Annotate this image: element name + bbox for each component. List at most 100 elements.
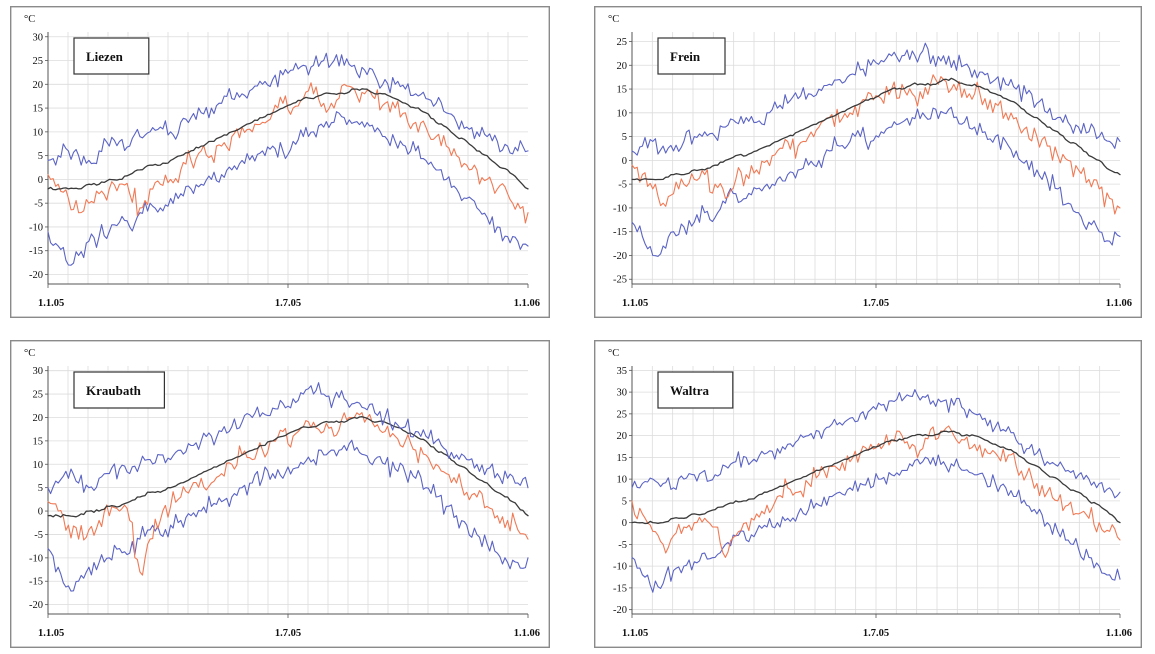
mean-series-line bbox=[631, 77, 1121, 182]
y-tick-label: -10 bbox=[29, 553, 43, 564]
upper-envelope-line bbox=[47, 52, 529, 166]
lower-envelope-line bbox=[47, 111, 529, 266]
y-tick-label: 10 bbox=[33, 127, 44, 138]
y-unit-label: °C bbox=[608, 348, 619, 359]
y-tick-label: -20 bbox=[613, 605, 627, 616]
y-tick-label: 0 bbox=[38, 507, 43, 518]
station-name-frein: Frein bbox=[670, 49, 701, 64]
lower-envelope-line bbox=[47, 439, 529, 592]
y-unit-label: °C bbox=[24, 348, 35, 359]
y-tick-label: -10 bbox=[613, 203, 627, 214]
y-tick-label: -5 bbox=[34, 199, 43, 210]
y-unit-label: °C bbox=[24, 14, 35, 25]
station-name-waltra: Waltra bbox=[670, 383, 709, 398]
y-tick-label: 0 bbox=[622, 518, 627, 529]
station-series-line bbox=[631, 74, 1121, 215]
upper-envelope-line bbox=[631, 42, 1121, 156]
station-series-line bbox=[47, 82, 529, 224]
x-tick-label: 1.1.05 bbox=[38, 628, 64, 639]
series-group bbox=[631, 389, 1121, 593]
x-tick-label: 1.1.05 bbox=[622, 298, 648, 309]
y-tick-label: 10 bbox=[617, 475, 628, 486]
y-tick-label: -20 bbox=[29, 270, 43, 281]
y-tick-label: 25 bbox=[33, 56, 44, 67]
y-tick-label: 30 bbox=[33, 32, 44, 43]
y-tick-label: 0 bbox=[622, 156, 627, 167]
y-tick-label: -25 bbox=[613, 275, 627, 286]
grid-vertical bbox=[67, 366, 509, 614]
y-tick-label: 15 bbox=[33, 436, 44, 447]
y-tick-label: -5 bbox=[34, 530, 43, 541]
station-label-box bbox=[657, 371, 734, 409]
x-tick-label: 1.1.06 bbox=[514, 628, 540, 639]
chart-panel-kraubath: 30 25 20 15 10 5 0 -5 -10 -15 -20 °C 1.1.05 1.7.05 1.1… bbox=[10, 340, 550, 648]
x-tick-label: 1.7.05 bbox=[275, 298, 301, 309]
y-tick-label: -10 bbox=[613, 562, 627, 573]
y-tick-label: -5 bbox=[618, 540, 627, 551]
x-tick-label: 1.7.05 bbox=[863, 628, 889, 639]
y-tick-label: -15 bbox=[29, 577, 43, 588]
y-tick-label: 5 bbox=[38, 151, 43, 162]
y-tick-label: 10 bbox=[617, 108, 628, 119]
chart-svg-frein: 25 20 15 10 5 0 -5 -10 -15 -20 -25 °C 1.1.05 1.7.05 1.… bbox=[594, 6, 1142, 318]
station-label-box bbox=[73, 371, 166, 409]
x-tick-label: 1.1.06 bbox=[1106, 628, 1132, 639]
station-label-box bbox=[657, 37, 726, 75]
chart-panel-frein: 25 20 15 10 5 0 -5 -10 -15 -20 -25 °C 1.1.05 1.7.05 1.… bbox=[594, 6, 1142, 318]
station-label-box bbox=[73, 37, 150, 75]
y-tick-label: 15 bbox=[617, 85, 628, 96]
grid-horizontal bbox=[48, 36, 528, 275]
station-name-kraubath: Kraubath bbox=[86, 383, 142, 398]
y-tick-label: 20 bbox=[33, 80, 44, 91]
x-tick-label: 1.7.05 bbox=[275, 628, 301, 639]
grid-vertical bbox=[67, 32, 509, 284]
grid-horizontal bbox=[48, 370, 528, 606]
mean-series-line bbox=[631, 430, 1121, 525]
lower-envelope-line bbox=[631, 106, 1121, 257]
grid-vertical bbox=[651, 366, 1101, 614]
chart-svg-kraubath: 30 25 20 15 10 5 0 -5 -10 -15 -20 °C 1.1.05 1.7.05 1.1… bbox=[10, 340, 550, 648]
y-tick-label: -5 bbox=[618, 180, 627, 191]
x-tick-label: 1.1.06 bbox=[1106, 298, 1132, 309]
y-tick-label: 5 bbox=[622, 496, 627, 507]
y-unit-label: °C bbox=[608, 14, 619, 25]
x-tick-label: 1.1.05 bbox=[622, 628, 648, 639]
y-tick-label: 20 bbox=[33, 413, 44, 424]
y-tick-label: 35 bbox=[617, 366, 628, 377]
station-name-liezen: Liezen bbox=[86, 49, 124, 64]
chart-panel-liezen: 30 25 20 15 10 5 0 -5 -10 -15 -20 °C 1.1.05 1.7.05 1.1… bbox=[10, 6, 550, 318]
y-tick-label: -20 bbox=[29, 600, 43, 611]
y-tick-label: 25 bbox=[617, 409, 628, 420]
y-tick-label: 20 bbox=[617, 431, 628, 442]
x-tick-label: 1.1.06 bbox=[514, 298, 540, 309]
y-tick-label: -15 bbox=[613, 583, 627, 594]
lower-envelope-line bbox=[631, 454, 1121, 593]
grid-horizontal bbox=[632, 41, 1120, 280]
y-tick-label: 20 bbox=[617, 61, 628, 72]
y-tick-label: 30 bbox=[617, 388, 628, 399]
y-tick-label: -15 bbox=[29, 246, 43, 257]
chart-panel-waltra: 35 30 25 20 15 10 5 0 -5 -10 -15 -20 °C 1.1.05 1.7.05 1… bbox=[594, 340, 1142, 648]
x-tick-label: 1.1.05 bbox=[38, 298, 64, 309]
y-tick-label: 15 bbox=[617, 453, 628, 464]
x-tick-label: 1.7.05 bbox=[863, 298, 889, 309]
series-group bbox=[47, 52, 529, 266]
series-group bbox=[47, 382, 529, 592]
y-tick-label: 25 bbox=[33, 390, 44, 401]
y-tick-label: 0 bbox=[38, 175, 43, 186]
upper-envelope-line bbox=[47, 382, 529, 495]
station-series-line bbox=[47, 412, 529, 576]
chart-svg-liezen: 30 25 20 15 10 5 0 -5 -10 -15 -20 °C 1.1.05 1.7.05 1.1… bbox=[10, 6, 550, 318]
mean-series-line bbox=[47, 88, 529, 191]
series-group bbox=[631, 42, 1121, 257]
y-tick-label: -10 bbox=[29, 222, 43, 233]
y-tick-label: -15 bbox=[613, 227, 627, 238]
station-series-line bbox=[631, 425, 1121, 558]
y-tick-label: -20 bbox=[613, 251, 627, 262]
y-tick-label: 15 bbox=[33, 104, 44, 115]
y-tick-label: 10 bbox=[33, 460, 44, 471]
y-tick-label: 5 bbox=[38, 483, 43, 494]
chart-svg-waltra: 35 30 25 20 15 10 5 0 -5 -10 -15 -20 °C 1.1.05 1.7.05 1… bbox=[594, 340, 1142, 648]
upper-envelope-line bbox=[631, 389, 1121, 499]
y-tick-label: 30 bbox=[33, 366, 44, 377]
